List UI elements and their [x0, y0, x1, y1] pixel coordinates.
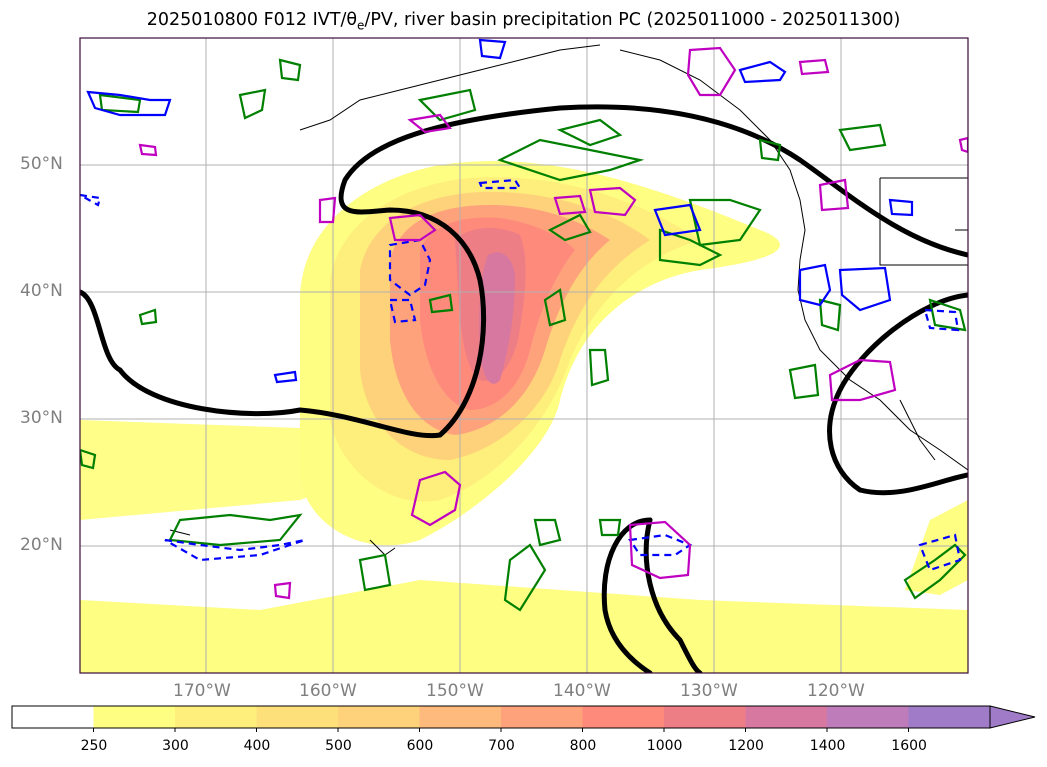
- colorbar-swatch: [419, 706, 502, 728]
- lon-label-140w: 140°W: [553, 681, 611, 701]
- lon-label-170w: 170°W: [173, 681, 231, 701]
- lon-label-120w: 120°W: [807, 681, 865, 701]
- colorbar-tick-label: 800: [569, 738, 597, 754]
- colorbar-swatch: [12, 706, 94, 728]
- colorbar-tick-label: 250: [80, 738, 108, 754]
- colorbar-tick-label: 1200: [728, 738, 764, 754]
- precip-contours: [138, 46, 968, 600]
- colorbar-swatch: [908, 706, 991, 728]
- ridge-contours: [80, 104, 968, 673]
- colorbar-swatch: [256, 706, 339, 728]
- colorbar-swatch: [745, 706, 828, 728]
- colorbar-tick-label: 1600: [891, 738, 927, 754]
- lon-label-150w: 150°W: [426, 681, 484, 701]
- pv-contours: [86, 38, 914, 384]
- lat-label-50n: 50°N: [20, 154, 63, 174]
- colorbar-swatch: [582, 706, 665, 728]
- graticule: [80, 38, 968, 673]
- colorbar-swatch: [827, 706, 909, 728]
- colorbar-tick-label: 600: [406, 738, 434, 754]
- colorbar-extend-arrow: [989, 705, 1036, 729]
- colorbar-swatch: [93, 706, 176, 728]
- colorbar-tick-label: 400: [243, 738, 271, 754]
- lat-label-20n: 20°N: [20, 535, 63, 555]
- colorbar-tick-label: 1400: [809, 738, 846, 754]
- lat-label-40n: 40°N: [20, 281, 63, 301]
- lon-label-130w: 130°W: [680, 681, 738, 701]
- colorbar-swatch: [664, 706, 746, 728]
- coastlines: [169, 44, 968, 556]
- colorbar-tick-label: 700: [488, 738, 515, 754]
- colorbar-swatch: [501, 706, 583, 728]
- map-title: 2025010800 F012 IVT/θe/PV, river basin p…: [146, 10, 901, 33]
- colorbar-tick-label: 1000: [646, 738, 683, 754]
- colorbar-swatch: [338, 706, 420, 728]
- colorbar-swatch: [175, 706, 257, 728]
- colorbar: [11, 705, 1036, 732]
- lon-label-160w: 160°W: [299, 681, 357, 701]
- lat-label-30n: 30°N: [20, 408, 63, 428]
- map-frame: [79, 37, 969, 674]
- colorbar-tick-label: 300: [162, 738, 189, 754]
- colorbar-tick-label: 500: [325, 738, 352, 754]
